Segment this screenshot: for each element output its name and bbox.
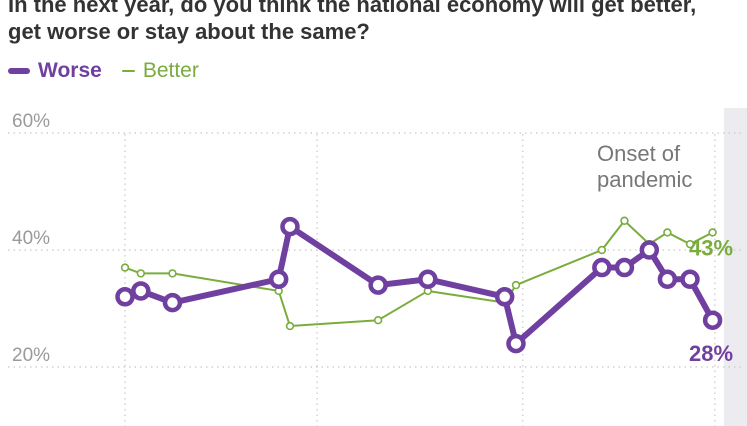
data-point-better-6 (373, 316, 383, 325)
shaded-region-label-line-1: Onset of (597, 141, 681, 166)
y-tick-label-40: 40% (12, 228, 50, 249)
data-point-worse-9 (506, 333, 526, 354)
data-point-better-15 (708, 228, 717, 237)
data-point-worse-15 (702, 310, 723, 330)
legend-swatch-better (121, 70, 135, 72)
data-point-better-3 (168, 269, 177, 278)
legend: Worse Better (8, 58, 219, 84)
pandemic-shaded-region (723, 108, 747, 426)
chart-title: In the next year, do you think the natio… (8, 0, 743, 45)
data-point-worse-13 (657, 269, 678, 289)
y-tick-label-60: 60% (12, 111, 50, 132)
legend-label-better: Better (142, 59, 199, 82)
legend-label-worse: Worse (38, 59, 102, 82)
data-point-worse-14 (680, 269, 700, 289)
end-label-better: 43% (689, 235, 733, 260)
data-point-better-11 (620, 216, 629, 225)
data-point-better-14 (685, 239, 695, 249)
shaded-region-label-line-2: pandemic (597, 167, 692, 192)
data-point-worse-5 (280, 216, 300, 237)
data-point-better-5 (285, 321, 295, 331)
data-point-worse-10 (592, 257, 612, 278)
data-point-better-9 (511, 280, 521, 290)
data-point-better-2 (136, 269, 146, 278)
data-point-worse-11 (614, 257, 635, 278)
data-point-worse-2 (131, 281, 151, 301)
series-worse: 28% (115, 216, 733, 366)
end-label-worse: 28% (689, 341, 733, 366)
data-point-worse-6 (368, 275, 388, 295)
data-point-worse-8 (494, 287, 515, 307)
chart-title-line-2: get worse or stay about the same? (8, 19, 370, 44)
legend-swatch-worse (8, 68, 30, 74)
data-point-worse-7 (418, 269, 438, 289)
data-point-worse-4 (268, 269, 289, 289)
legend-item-better: Better (121, 59, 199, 83)
series-line-worse (122, 223, 716, 347)
data-point-worse-1 (115, 287, 135, 307)
data-point-worse-3 (162, 292, 183, 313)
data-point-worse-12 (639, 240, 660, 260)
y-tick-label-20: 20% (12, 345, 50, 366)
chart-title-line-1: In the next year, do you think the natio… (8, 0, 697, 17)
data-point-better-10 (597, 245, 607, 255)
legend-item-worse: Worse (8, 59, 102, 83)
data-point-better-1 (120, 263, 130, 272)
data-point-better-13 (663, 228, 672, 237)
